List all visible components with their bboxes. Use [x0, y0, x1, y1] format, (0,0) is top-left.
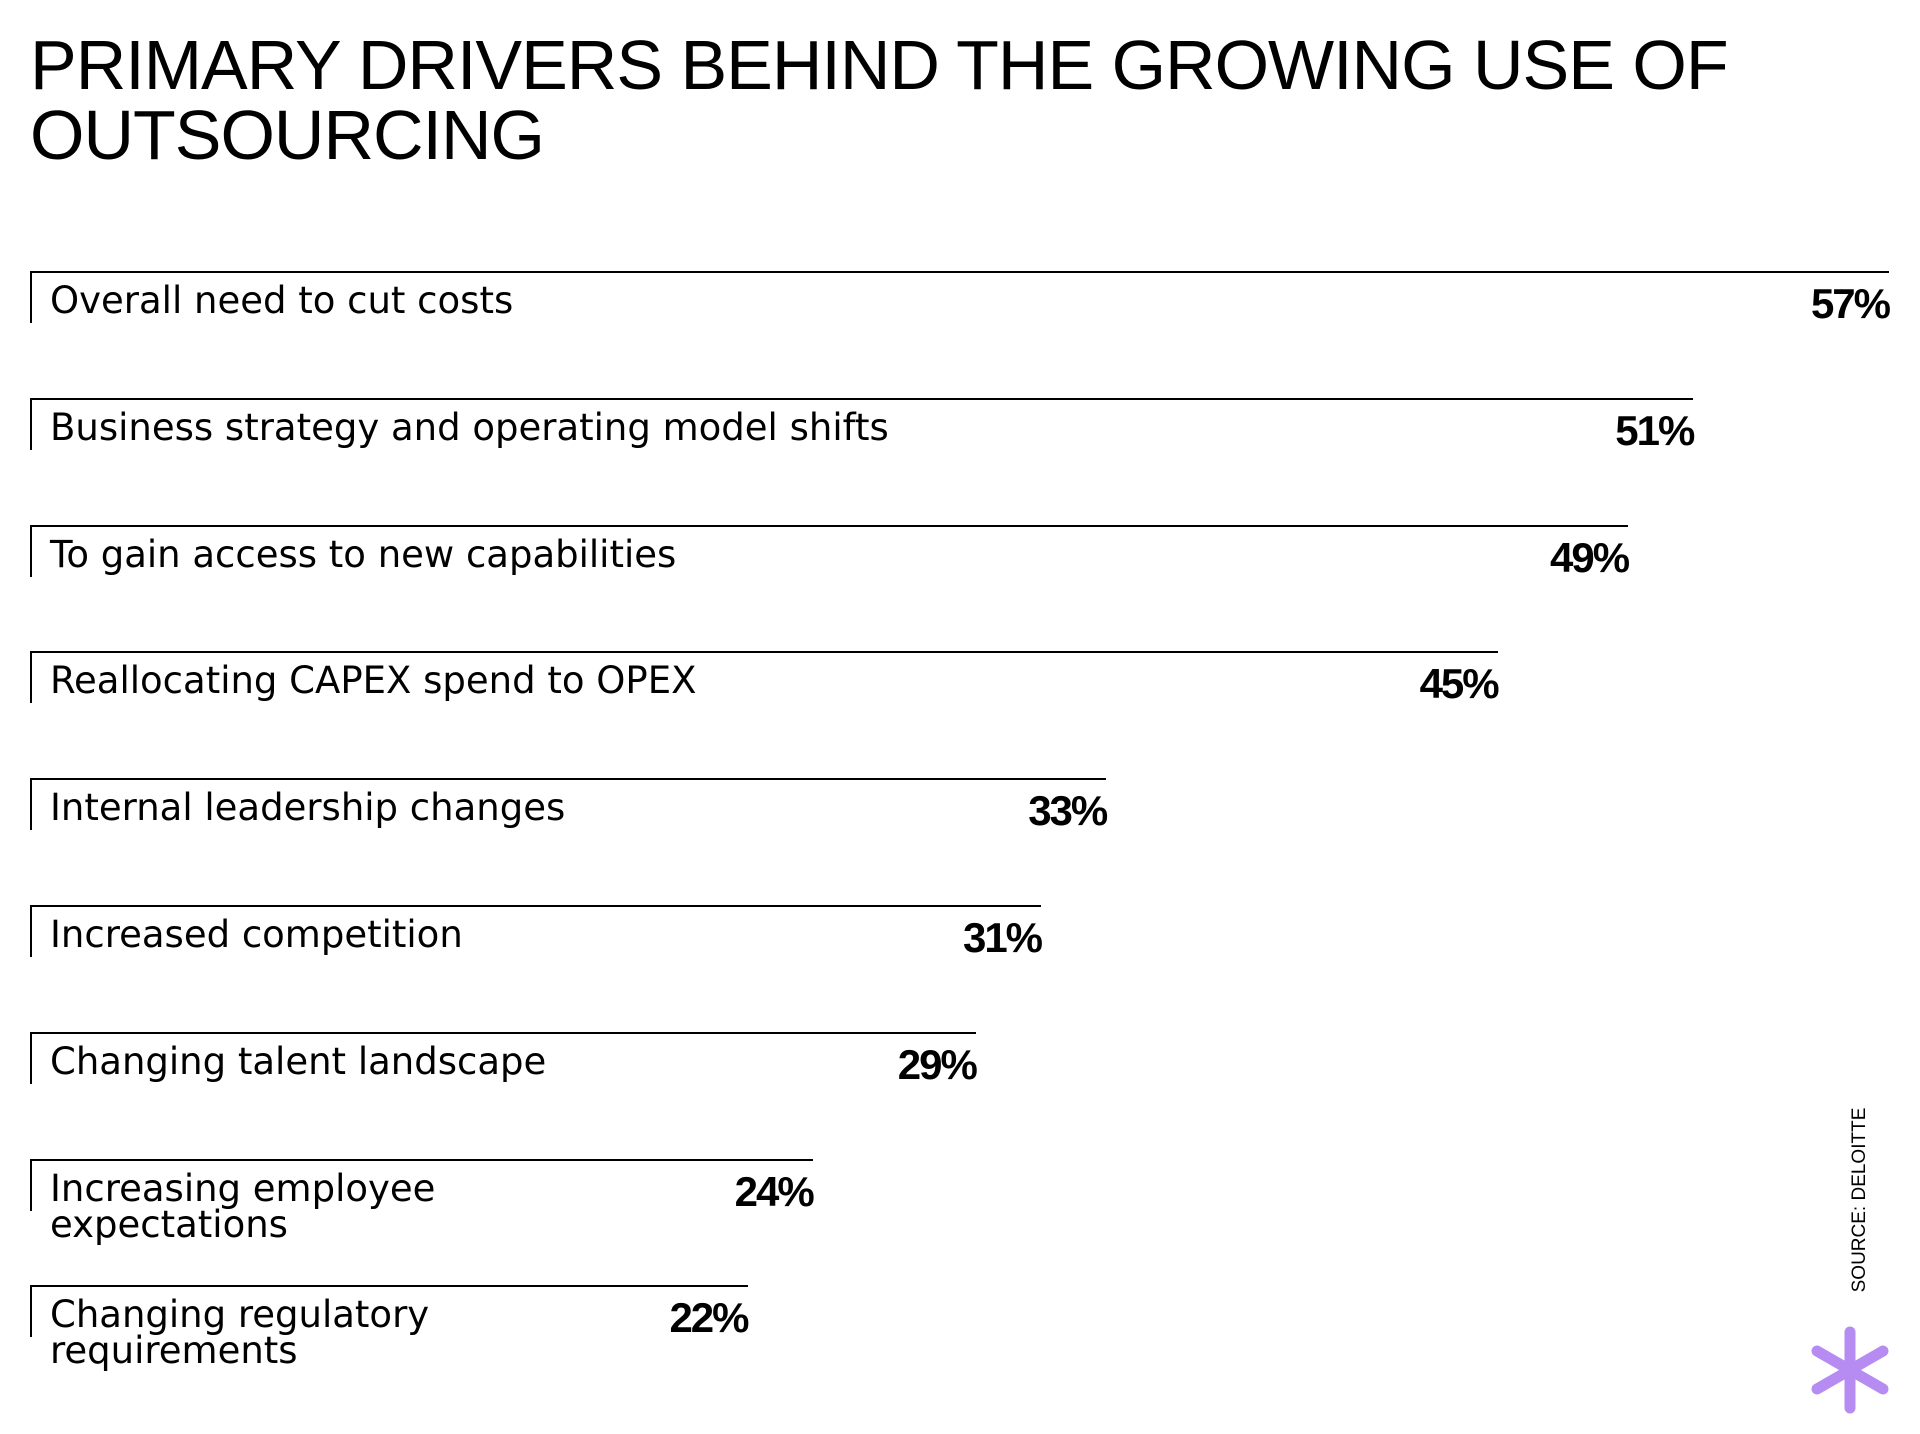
- bar: Internal leadership changes 33%: [30, 778, 1108, 832]
- source-note: SOURCE: DELOITTE: [1849, 1107, 1870, 1293]
- bar-edge: [30, 1160, 32, 1211]
- bar-edge: [30, 1287, 32, 1338]
- value-label: 31%: [962, 914, 1043, 961]
- logo-asterisk: [1811, 1326, 1889, 1414]
- bar: Business strategy and operating model sh…: [30, 397, 1695, 451]
- value-label: 51%: [1615, 406, 1695, 454]
- bar-edge: [30, 273, 32, 323]
- category-label: Overall need to cut costs: [50, 279, 514, 322]
- category-label: Reallocating CAPEX spend to OPEX: [50, 659, 697, 703]
- bar-edge: [30, 399, 32, 450]
- bar-edge: [30, 653, 32, 704]
- bar-edge: [30, 907, 32, 957]
- chart-title: PRIMARY DRIVERS BEHIND THE GROWING USE O…: [30, 26, 1729, 174]
- value-label: 22%: [669, 1294, 749, 1342]
- value-label: 33%: [1028, 787, 1108, 835]
- category-label: Internal leadership changes: [50, 786, 566, 830]
- category-label: Changing regulatory requirements: [50, 1293, 430, 1373]
- category-label: Business strategy and operating model sh…: [50, 405, 889, 449]
- bar: Reallocating CAPEX spend to OPEX 45%: [30, 651, 1500, 705]
- value-label: 29%: [897, 1040, 978, 1088]
- value-label: 57%: [1810, 280, 1891, 327]
- bar-edge: [30, 780, 32, 831]
- category-label: Increased competition: [50, 913, 463, 956]
- value-label: 49%: [1550, 533, 1630, 581]
- bar: To gain access to new capabilities 49%: [30, 524, 1630, 578]
- category-label: To gain access to new capabilities: [50, 532, 677, 576]
- value-label: 45%: [1419, 660, 1500, 708]
- bar: Changing talent landscape 29%: [30, 1031, 978, 1085]
- bar: Overall need to cut costs 57%: [30, 271, 1891, 325]
- bar-edge: [30, 526, 32, 577]
- category-label: Changing talent landscape: [50, 1039, 547, 1083]
- category-label: Increasing employee expectations: [50, 1166, 436, 1246]
- bar-edge: [30, 1033, 32, 1084]
- bar: Increasing employee expectations 24%: [30, 1158, 815, 1243]
- value-label: 24%: [734, 1167, 815, 1215]
- bar: Increased competition 31%: [30, 905, 1043, 959]
- bar: Changing regulatory requirements 22%: [30, 1285, 750, 1369]
